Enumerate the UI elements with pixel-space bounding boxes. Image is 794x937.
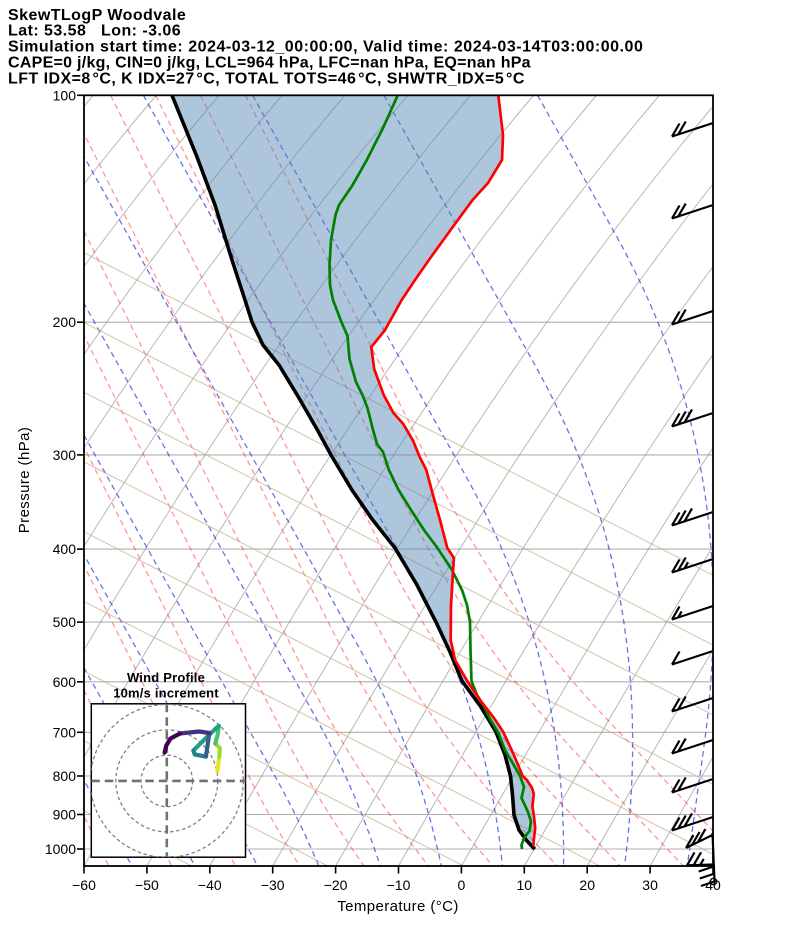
svg-text:100: 100 (53, 87, 77, 103)
svg-text:30: 30 (642, 877, 658, 893)
svg-text:CAPE=0 j/kg, CIN=0 j/kg, LCL=9: CAPE=0 j/kg, CIN=0 j/kg, LCL=964 hPa, LF… (8, 55, 531, 72)
svg-text:−20: −20 (324, 877, 348, 893)
svg-text:400: 400 (53, 541, 77, 557)
svg-text:Lat: 53.58 Lon: -3.06: Lat: 53.58 Lon: -3.06 (8, 23, 181, 40)
svg-text:Temperature (°C): Temperature (°C) (337, 898, 459, 915)
svg-text:10m/s increment: 10m/s increment (113, 686, 219, 701)
svg-text:600: 600 (53, 674, 77, 690)
svg-text:−10: −10 (387, 877, 411, 893)
svg-text:0: 0 (458, 877, 466, 893)
svg-text:SkewTLogP Woodvale: SkewTLogP Woodvale (8, 7, 186, 24)
svg-text:1000: 1000 (45, 841, 76, 857)
svg-text:500: 500 (53, 614, 77, 630)
svg-text:200: 200 (53, 314, 77, 330)
svg-text:LFT IDX=8 °C, K IDX=27 °C, TOT: LFT IDX=8 °C, K IDX=27 °C, TOTAL TOTS=46… (8, 70, 525, 87)
svg-text:−40: −40 (198, 877, 222, 893)
svg-text:10: 10 (517, 877, 533, 893)
svg-text:−50: −50 (135, 877, 159, 893)
svg-text:300: 300 (53, 447, 77, 463)
svg-text:800: 800 (53, 768, 77, 784)
svg-text:900: 900 (53, 807, 77, 823)
svg-text:Pressure (hPa): Pressure (hPa) (16, 427, 33, 533)
svg-text:700: 700 (53, 724, 77, 740)
svg-text:20: 20 (579, 877, 595, 893)
svg-text:Wind Profile: Wind Profile (127, 670, 205, 685)
svg-text:Simulation start time: 2024-03: Simulation start time: 2024-03-12_00:00:… (8, 39, 643, 56)
svg-text:−30: −30 (261, 877, 285, 893)
svg-text:−60: −60 (72, 877, 96, 893)
